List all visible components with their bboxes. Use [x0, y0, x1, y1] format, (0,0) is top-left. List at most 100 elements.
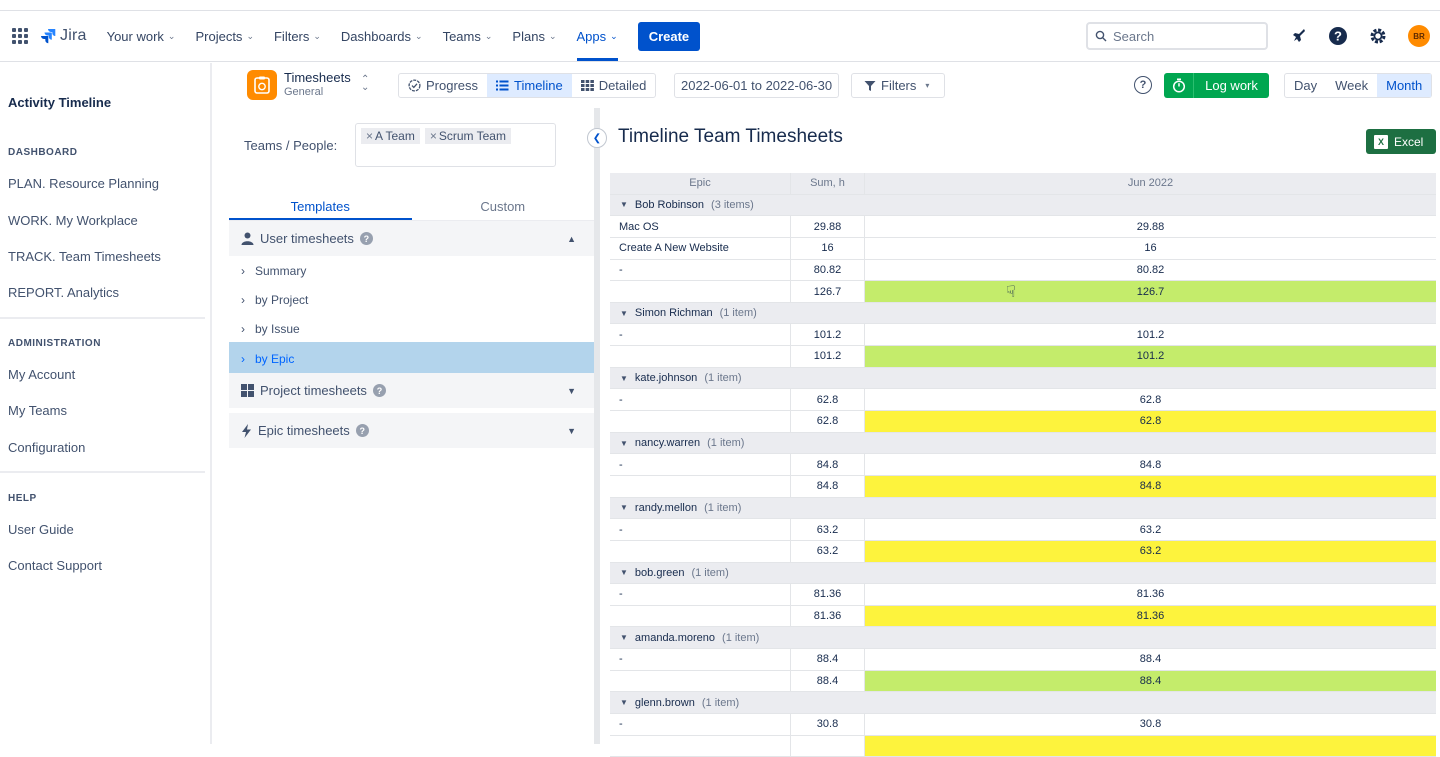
- cell-total-sum: 81.36: [791, 605, 865, 627]
- table-row[interactable]: Mac OS 29.88 29.88: [610, 216, 1436, 238]
- chevron-right-icon: ›: [241, 263, 245, 278]
- template-by-issue[interactable]: › by Issue: [229, 314, 594, 343]
- sidebar-title[interactable]: Activity Timeline: [8, 95, 112, 110]
- nav-projects[interactable]: Projects ⌄: [195, 11, 254, 61]
- caret-down-icon[interactable]: ▼: [620, 568, 628, 578]
- group-row[interactable]: ▼ Bob Robinson (3 items): [610, 194, 1436, 217]
- log-work-button[interactable]: Log work: [1164, 73, 1269, 98]
- sidebar-item-track[interactable]: TRACK. Team Timesheets: [8, 249, 161, 264]
- jira-logo[interactable]: Jira: [40, 27, 87, 45]
- template-summary[interactable]: › Summary: [229, 256, 594, 285]
- period-week[interactable]: Week: [1335, 78, 1369, 93]
- column-header-epic[interactable]: Epic: [610, 173, 791, 194]
- group-count: (1 item): [719, 307, 757, 320]
- table-row[interactable]: -88.4 88.4: [610, 649, 1436, 671]
- caret-down-icon[interactable]: ▼: [620, 503, 628, 513]
- nav-label: Apps: [576, 28, 607, 44]
- sidebar-item-my-teams[interactable]: My Teams: [8, 403, 67, 418]
- cell-total-month: 126.7: [865, 281, 1436, 302]
- table-row[interactable]: -101.2 101.2: [610, 324, 1436, 347]
- nav-plans[interactable]: Plans ⌄: [512, 11, 556, 61]
- table-row[interactable]: -81.36 81.36: [610, 584, 1436, 606]
- remove-icon[interactable]: ×: [429, 129, 437, 143]
- group-count: (3 items): [711, 198, 754, 211]
- panel-splitter[interactable]: [594, 108, 600, 744]
- group-row[interactable]: ▼ bob.green (1 item): [610, 562, 1436, 585]
- table-row[interactable]: -30.8 30.8: [610, 714, 1436, 736]
- section-epic-timesheets[interactable]: Epic timesheets ? ▼: [229, 413, 594, 448]
- template-by-epic[interactable]: › by Epic: [229, 342, 594, 375]
- group-count: (1 item): [722, 631, 760, 644]
- sidebar-item-plan[interactable]: PLAN. Resource Planning: [8, 176, 160, 191]
- column-header-sum[interactable]: Sum, h: [791, 173, 865, 194]
- sidebar-item-configuration[interactable]: Configuration: [8, 440, 86, 455]
- team-chip[interactable]: × Scrum Team: [424, 128, 511, 144]
- sidebar-item-user-guide[interactable]: User Guide: [8, 522, 74, 537]
- nav-dashboards[interactable]: Dashboards ⌄: [341, 11, 423, 61]
- cell-epic: -: [610, 649, 791, 670]
- column-header-month[interactable]: Jun 2022: [1127, 177, 1174, 190]
- avatar[interactable]: BR: [1408, 25, 1430, 47]
- caret-down-icon[interactable]: ▼: [620, 698, 628, 708]
- tab-timeline[interactable]: Timeline: [487, 74, 572, 97]
- grid-icon: [241, 384, 254, 397]
- help-icon[interactable]: ?: [1134, 76, 1152, 94]
- cell-epic: -: [610, 714, 791, 735]
- gear-icon[interactable]: [1368, 26, 1388, 46]
- collapse-panel-icon[interactable]: ❮: [587, 128, 607, 148]
- tab-detailed[interactable]: Detailed: [572, 74, 656, 97]
- question-icon[interactable]: ?: [355, 424, 369, 437]
- caret-down-icon[interactable]: ▼: [620, 308, 628, 318]
- cell-sum: 88.4: [791, 649, 865, 670]
- group-row[interactable]: ▼ kate.johnson (1 item): [610, 367, 1436, 390]
- excel-export-button[interactable]: X Excel: [1366, 129, 1436, 154]
- nav-teams[interactable]: Teams ⌄: [443, 11, 493, 61]
- app-switcher-icon[interactable]: [12, 28, 28, 44]
- excel-icon: X: [1374, 134, 1388, 149]
- table-row[interactable]: -62.8 62.8: [610, 389, 1436, 412]
- notifications-icon[interactable]: [1288, 26, 1308, 46]
- question-icon[interactable]: ?: [359, 232, 373, 245]
- team-chip[interactable]: × A Team: [361, 128, 420, 144]
- nav-apps[interactable]: Apps ⌄: [576, 11, 618, 61]
- nav-your-work[interactable]: Your work ⌄: [107, 11, 176, 61]
- table-row[interactable]: -84.8 84.8: [610, 454, 1436, 476]
- group-row[interactable]: ▼ glenn.brown (1 item): [610, 692, 1436, 715]
- teams-people-field[interactable]: × A Team × Scrum Team: [355, 123, 556, 167]
- section-label: Epic timesheets: [258, 423, 350, 438]
- tab-custom[interactable]: Custom: [480, 199, 526, 214]
- date-range-picker[interactable]: 2022-06-01 to 2022-06-30: [674, 73, 840, 98]
- period-day[interactable]: Day: [1294, 78, 1318, 93]
- section-project-timesheets[interactable]: Project timesheets ? ▼: [229, 373, 594, 408]
- table-row[interactable]: -63.2 63.2: [610, 519, 1436, 541]
- filters-button[interactable]: Filters ▾: [851, 73, 945, 98]
- period-month[interactable]: Month: [1377, 74, 1432, 97]
- group-row[interactable]: ▼ nancy.warren (1 item): [610, 432, 1436, 455]
- table-row[interactable]: -80.82 80.82: [610, 259, 1436, 282]
- nav-label: Filters: [273, 28, 310, 44]
- remove-icon[interactable]: ×: [366, 129, 374, 143]
- sidebar-item-my-account[interactable]: My Account: [8, 367, 76, 382]
- help-icon[interactable]: ?: [1328, 26, 1348, 46]
- group-row[interactable]: ▼ Simon Richman (1 item): [610, 302, 1436, 325]
- table-row[interactable]: Create A New Website 16 16: [610, 237, 1436, 260]
- section-user-timesheets[interactable]: User timesheets ? ▲: [229, 221, 594, 256]
- caret-down-icon[interactable]: ▼: [620, 200, 628, 210]
- sidebar-item-report[interactable]: REPORT. Analytics: [8, 285, 120, 300]
- sidebar-item-work[interactable]: WORK. My Workplace: [8, 213, 138, 228]
- create-button[interactable]: Create: [637, 21, 701, 51]
- nav-filters[interactable]: Filters ⌄: [274, 11, 321, 61]
- app-switch-icon[interactable]: ⌃ ⌄: [361, 74, 370, 93]
- group-row[interactable]: ▼ randy.mellon (1 item): [610, 497, 1436, 520]
- tab-progress[interactable]: Progress: [399, 74, 487, 97]
- sidebar-item-contact-support[interactable]: Contact Support: [8, 558, 102, 573]
- template-by-project[interactable]: › by Project: [229, 285, 594, 314]
- caret-down-icon[interactable]: ▼: [620, 633, 628, 643]
- caret-down-icon[interactable]: ▼: [620, 438, 628, 448]
- group-row[interactable]: ▼ amanda.moreno (1 item): [610, 627, 1436, 650]
- question-icon[interactable]: ?: [372, 384, 386, 397]
- caret-down-icon[interactable]: ▼: [620, 373, 628, 383]
- search-input[interactable]: Search: [1086, 22, 1268, 50]
- tab-templates[interactable]: Templates: [229, 195, 412, 220]
- tab-label: Progress: [426, 78, 479, 93]
